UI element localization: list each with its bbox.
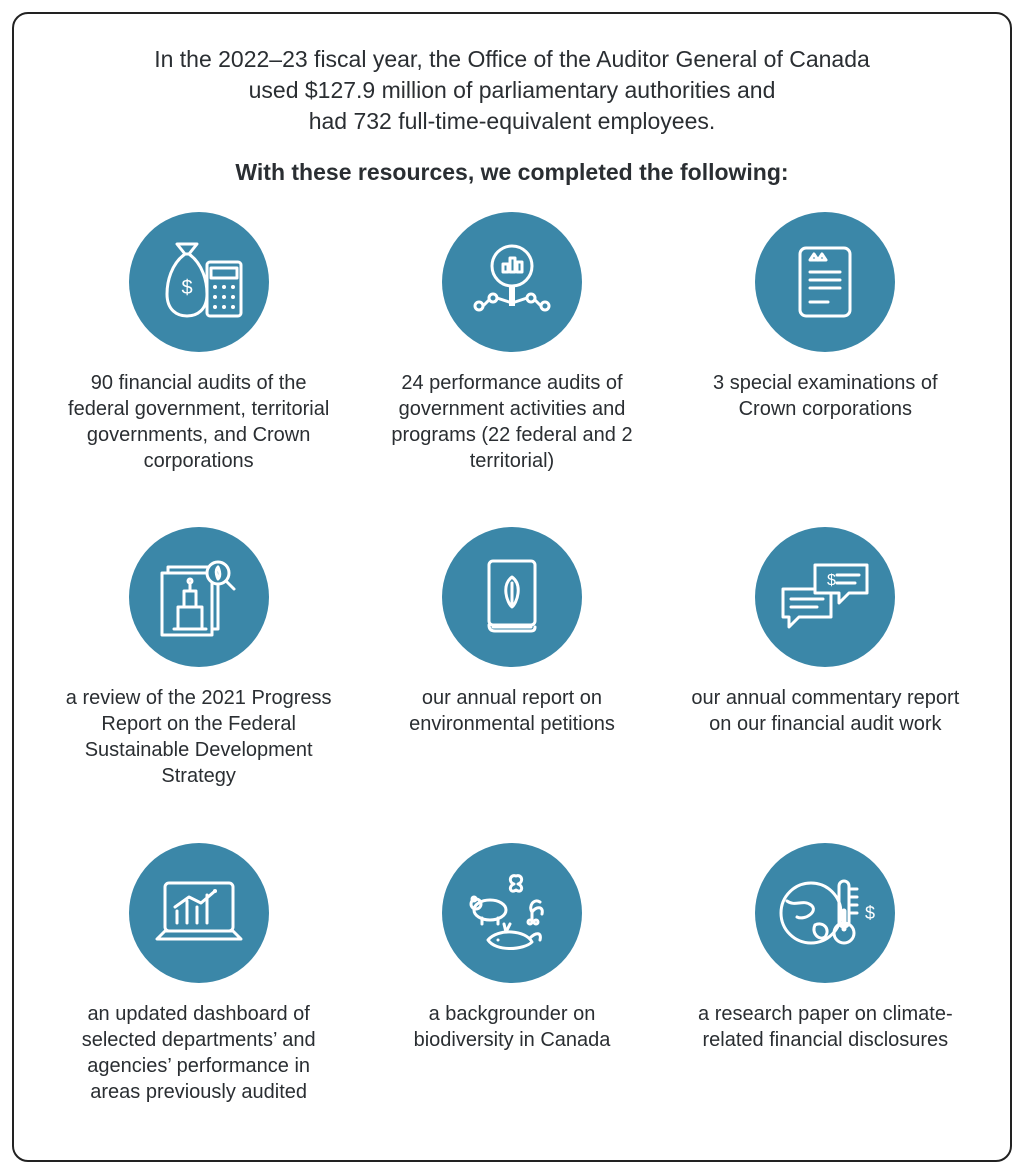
laptop-dashboard-icon	[129, 843, 269, 983]
item-cell: $ a research paper on climate-related fi…	[689, 843, 962, 1136]
item-caption: 24 performance audits of government acti…	[377, 370, 647, 474]
item-cell: a backgrounder on biodiversity in Canada	[375, 843, 648, 1136]
svg-text:$: $	[865, 903, 875, 923]
item-caption: 3 special examinations of Crown corporat…	[690, 370, 960, 422]
item-cell: $ our annual commentary report on our fi…	[689, 527, 962, 820]
item-cell: 3 special examinations of Crown corporat…	[689, 212, 962, 505]
item-caption: 90 financial audits of the federal gover…	[64, 370, 334, 474]
item-cell: our annual report on environmental petit…	[375, 527, 648, 820]
items-grid: $ 90 financial audits of the federal gov…	[62, 212, 962, 1136]
intro-line-1: In the 2022–23 fiscal year, the Office o…	[154, 46, 870, 72]
globe-thermometer-icon: $	[755, 843, 895, 983]
biodiversity-icon	[442, 843, 582, 983]
progress-report-icon	[129, 527, 269, 667]
magnifier-chart-icon	[442, 212, 582, 352]
item-cell: an updated dashboard of selected departm…	[62, 843, 335, 1136]
finance-chat-icon: $	[755, 527, 895, 667]
infographic-frame: In the 2022–23 fiscal year, the Office o…	[12, 12, 1012, 1162]
item-caption: a review of the 2021 Progress Report on …	[64, 685, 334, 789]
item-caption: an updated dashboard of selected departm…	[64, 1001, 334, 1105]
svg-text:$: $	[181, 277, 192, 299]
intro-line-3: had 732 full-time-equivalent employees.	[309, 108, 716, 134]
leaf-book-icon	[442, 527, 582, 667]
intro-line-2: used $127.9 million of parliamentary aut…	[249, 77, 776, 103]
item-caption: our annual report on environmental petit…	[377, 685, 647, 737]
item-caption: a research paper on climate-related fina…	[690, 1001, 960, 1053]
item-caption: our annual commentary report on our fina…	[690, 685, 960, 737]
crown-document-icon	[755, 212, 895, 352]
money-bag-calculator-icon: $	[129, 212, 269, 352]
item-cell: 24 performance audits of government acti…	[375, 212, 648, 505]
item-cell: a review of the 2021 Progress Report on …	[62, 527, 335, 820]
item-caption: a backgrounder on biodiversity in Canada	[377, 1001, 647, 1053]
svg-text:$: $	[827, 572, 836, 589]
subheading: With these resources, we completed the f…	[62, 159, 962, 186]
item-cell: $ 90 financial audits of the federal gov…	[62, 212, 335, 505]
intro-text: In the 2022–23 fiscal year, the Office o…	[62, 44, 962, 137]
